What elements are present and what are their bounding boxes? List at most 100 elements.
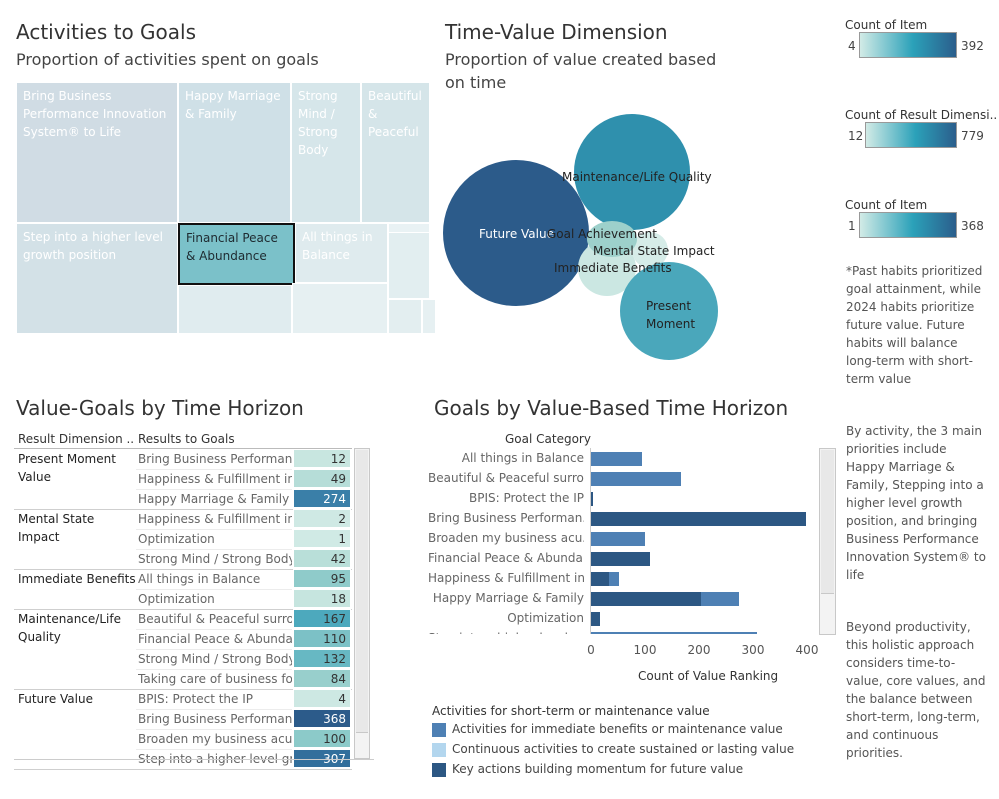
treemap-tile[interactable]	[388, 299, 422, 334]
bar-plot-viewport: All things in Balance Beautiful & Peacefu…	[420, 448, 815, 634]
bar-axis-tick: 200	[687, 643, 711, 657]
bar-segment[interactable]	[591, 472, 682, 486]
table-scrollbar[interactable]	[354, 448, 370, 759]
treemap-tile[interactable]: Strong Mind / Strong Body	[291, 82, 361, 223]
bar-category-label: Happiness & Fulfillment in..	[428, 571, 584, 585]
group-divider	[14, 609, 352, 610]
legend-swatch	[432, 743, 446, 757]
bubble[interactable]	[574, 114, 690, 230]
table-bottom-line	[14, 759, 374, 760]
table-value-cell[interactable]: 18	[293, 589, 351, 608]
bar-segment[interactable]	[701, 592, 739, 606]
bar-segment[interactable]	[591, 592, 702, 606]
treemap-tile[interactable]: Step into a higher level growth position	[16, 223, 178, 334]
bar-category-label: Happy Marriage & Family	[432, 591, 584, 605]
table-value-cell[interactable]: 4	[293, 689, 351, 708]
bar-segment[interactable]	[591, 492, 594, 506]
treemap-tile[interactable]	[178, 285, 292, 334]
bar-segment[interactable]	[591, 532, 645, 546]
legend-label: Activities for immediate benefits or mai…	[452, 722, 783, 736]
table-row-label[interactable]: Optimization	[138, 532, 215, 546]
bar-scrollbar[interactable]	[819, 448, 836, 635]
group-name: Future Value	[18, 692, 93, 706]
legend-max: 368	[961, 219, 984, 233]
table-value-cell[interactable]: 167	[293, 609, 351, 628]
table-value-cell[interactable]: 132	[293, 649, 351, 668]
bar-legend-title: Activities for short-term or maintenance…	[432, 704, 710, 718]
table-value-cell[interactable]: 274	[293, 489, 351, 508]
bar-segment[interactable]	[591, 512, 806, 526]
bubble-label: Goal Achievement	[547, 227, 657, 241]
table-value-cell[interactable]: 110	[293, 629, 351, 648]
table-row-label[interactable]: Happiness & Fulfillment in..	[138, 472, 292, 486]
treemap-tile-selected[interactable]: Financial Peace & Abundance	[177, 222, 296, 286]
group-divider	[14, 769, 352, 770]
bubble[interactable]	[443, 160, 589, 306]
table-row-label[interactable]: Strong Mind / Strong Body	[138, 552, 292, 566]
table-value-cell[interactable]: 307	[293, 749, 351, 768]
bar-segment[interactable]	[591, 612, 601, 626]
bar-segment[interactable]	[591, 552, 651, 566]
table-row-label[interactable]: Beautiful & Peaceful surro..	[138, 612, 292, 626]
header-divider	[14, 448, 352, 449]
table-row-label[interactable]: Strong Mind / Strong Body	[138, 652, 292, 666]
table-value-cell[interactable]: 84	[293, 669, 351, 688]
treemap-tile[interactable]: Beautiful & Peaceful	[361, 82, 430, 223]
column-header-results[interactable]: Results to Goals	[138, 432, 235, 446]
table-row-label[interactable]: Taking care of business fo..	[138, 672, 292, 686]
table-row-label[interactable]: Happiness & Fulfillment in..	[138, 512, 292, 526]
treemap-tile[interactable]: Happy Marriage & Family	[178, 82, 291, 223]
treemap-tile[interactable]	[292, 283, 388, 334]
treemap-tile[interactable]	[388, 223, 430, 233]
treemap-tile[interactable]: All things in Balance	[295, 223, 388, 283]
bar-segment[interactable]	[608, 572, 619, 586]
bar-category-label: Step into a higher level gr..	[428, 631, 584, 634]
table-value-cell[interactable]: 100	[293, 729, 351, 748]
note-text: By activity, the 3 main priorities inclu…	[846, 424, 986, 582]
legend-title: Count of Item	[845, 18, 928, 32]
bar-plot-area: All things in Balance Beautiful & Peacefu…	[420, 448, 815, 634]
table-row-label[interactable]: Bring Business Performan..	[138, 712, 292, 726]
bar-axis-tick: 0	[587, 643, 595, 657]
table-row-label[interactable]: Bring Business Performan..	[138, 452, 292, 466]
column-header-dimension[interactable]: Result Dimension ..	[18, 432, 135, 446]
bar-segment[interactable]	[591, 632, 757, 634]
table-value-cell[interactable]: 49	[293, 469, 351, 488]
treemap-tile-label: All things in Balance	[302, 230, 373, 262]
table-value-cell[interactable]: 95	[293, 569, 351, 588]
table-row-label[interactable]: Happy Marriage & Family	[138, 492, 290, 506]
table-value-cell[interactable]: 1	[293, 529, 351, 548]
treemap-tile[interactable]	[388, 227, 430, 299]
bar-scrollbar-thumb[interactable]	[821, 450, 834, 594]
treemap-tile[interactable]: Bring Business Performance Innovation Sy…	[16, 82, 178, 223]
table-scrollbar-thumb[interactable]	[356, 450, 368, 733]
table-row-label[interactable]: BPIS: Protect the IP	[138, 692, 254, 706]
table-value-cell[interactable]: 2	[293, 509, 351, 528]
bar-category-label: Optimization	[507, 611, 584, 625]
group-divider	[14, 689, 352, 690]
table-row-label[interactable]: Financial Peace & Abunda..	[138, 632, 292, 646]
bar-segment[interactable]	[591, 452, 643, 466]
note-text: Beyond productivity, this holistic appro…	[846, 620, 986, 760]
treemap-tile[interactable]	[422, 299, 436, 334]
bar-segment[interactable]	[591, 572, 609, 586]
legend-swatch	[432, 763, 446, 777]
group-name: Mental State	[18, 512, 95, 526]
table-value-cell[interactable]: 12	[293, 449, 351, 468]
bubble[interactable]	[587, 221, 637, 257]
group-divider	[14, 509, 352, 510]
row-divider	[136, 469, 292, 470]
legend-swatch	[432, 723, 446, 737]
row-divider	[136, 709, 292, 710]
legend-min: 12	[848, 129, 864, 143]
bar-axis-tick: 100	[633, 643, 657, 657]
row-divider	[136, 749, 292, 750]
bubble[interactable]	[620, 262, 718, 360]
group-name: Impact	[18, 530, 60, 544]
table-value-cell[interactable]: 368	[293, 709, 351, 728]
bar-category-label: All things in Balance	[461, 451, 584, 465]
table-row-label[interactable]: All things in Balance	[138, 572, 261, 586]
table-row-label[interactable]: Optimization	[138, 592, 215, 606]
table-row-label[interactable]: Broaden my business acu..	[138, 732, 292, 746]
table-value-cell[interactable]: 42	[293, 549, 351, 568]
